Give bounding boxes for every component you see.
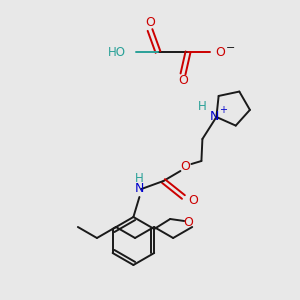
Text: H: H <box>135 172 144 185</box>
Text: O: O <box>188 194 198 208</box>
Text: O: O <box>183 217 193 230</box>
Text: O: O <box>215 46 225 59</box>
Text: N: N <box>135 182 144 196</box>
Text: O: O <box>145 16 155 29</box>
Text: +: + <box>219 105 227 115</box>
Text: N: N <box>210 110 219 122</box>
Text: −: − <box>226 43 236 53</box>
Text: O: O <box>178 74 188 88</box>
Text: O: O <box>181 160 190 173</box>
Text: H: H <box>198 100 207 113</box>
Text: HO: HO <box>108 46 126 59</box>
